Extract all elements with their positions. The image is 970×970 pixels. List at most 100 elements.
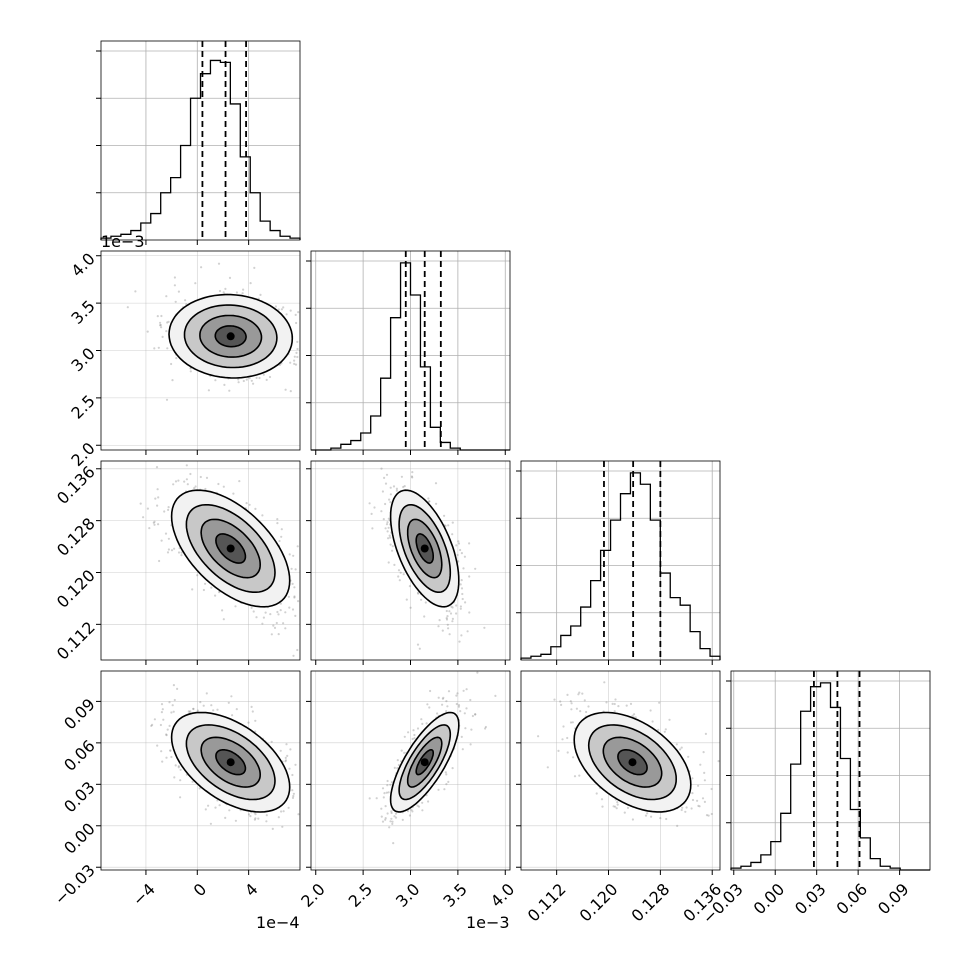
scatter-point	[461, 597, 464, 601]
scatter-point	[392, 842, 395, 845]
scatter-point	[160, 539, 163, 542]
scatter-point	[230, 695, 233, 698]
scatter-point	[284, 756, 287, 760]
scatter-point	[668, 718, 671, 721]
scatter-point	[160, 750, 163, 753]
scatter-point	[174, 480, 178, 483]
scatter-point	[199, 701, 202, 704]
scatter-point	[387, 561, 390, 564]
scatter-point	[616, 801, 619, 804]
density-peak-0-1	[226, 332, 235, 341]
scatter-point	[170, 362, 173, 366]
scatter-point	[276, 610, 279, 614]
scatter-point	[166, 347, 169, 350]
scatter-point	[156, 315, 159, 318]
scatter-point	[180, 551, 183, 554]
scatter-point	[537, 735, 540, 738]
scatter-point	[264, 611, 267, 614]
scatter-point	[384, 502, 387, 506]
x-tick-label-param-1-0: 2.0	[297, 880, 328, 911]
scatter-point	[204, 582, 207, 585]
scatter-point	[253, 818, 256, 821]
scatter-point	[447, 524, 450, 527]
scatter-point	[438, 619, 441, 622]
scatter-point	[293, 362, 296, 365]
scatter-point	[134, 290, 137, 293]
scatter-point	[160, 314, 163, 318]
scatter-point	[177, 765, 180, 768]
scatter-point	[275, 621, 278, 625]
scatter-point	[447, 780, 450, 784]
y-offset-label-param-1: 1e−3	[101, 232, 145, 251]
scatter-point	[293, 359, 296, 362]
scatter-point	[167, 537, 170, 540]
scatter-point	[380, 510, 383, 513]
scatter-point	[156, 504, 159, 507]
scatter-point	[165, 734, 168, 737]
scatter-point	[469, 698, 472, 702]
y-tick-label-param-2-1: 0.120	[53, 566, 99, 612]
scatter-point	[205, 692, 208, 695]
scatter-point	[578, 774, 581, 777]
scatter-point	[224, 287, 227, 290]
scatter-point	[289, 748, 292, 751]
scatter-point	[461, 592, 464, 596]
scatter-point	[681, 806, 684, 809]
scatter-point	[403, 735, 406, 738]
scatter-point	[159, 323, 162, 327]
scatter-point	[468, 611, 471, 614]
scatter-point	[249, 815, 252, 818]
scatter-point	[284, 627, 287, 630]
scatter-point	[457, 542, 461, 545]
scatter-point	[166, 728, 169, 731]
scatter-point	[257, 817, 260, 820]
scatter-point	[429, 689, 432, 693]
scatter-point	[185, 464, 188, 467]
scatter-point	[390, 810, 393, 813]
scatter-point	[293, 355, 296, 358]
scatter-point	[232, 492, 235, 495]
scatter-point	[631, 818, 635, 821]
scatter-point	[189, 370, 192, 373]
scatter-point	[254, 813, 257, 816]
scatter-point	[153, 718, 156, 721]
scatter-point	[710, 787, 713, 791]
scatter-point	[228, 809, 231, 812]
scatter-point	[391, 545, 394, 548]
scatter-point	[222, 618, 225, 621]
scatter-point	[613, 702, 616, 706]
scatter-point	[416, 643, 420, 646]
scatter-point	[451, 620, 454, 623]
scatter-point	[389, 820, 392, 823]
scatter-point	[403, 751, 406, 755]
x-offset-label-param-0: 1e−4	[256, 913, 300, 932]
scatter-point	[449, 612, 453, 615]
scatter-point	[262, 616, 265, 619]
scatter-point	[234, 819, 237, 822]
x-tick-label-param-3-1: 0.00	[750, 880, 789, 919]
scatter-point	[165, 756, 168, 759]
scatter-point	[416, 727, 420, 730]
scatter-point	[368, 502, 371, 505]
scatter-point	[406, 810, 410, 813]
scatter-point	[456, 553, 459, 557]
scatter-point	[710, 812, 713, 816]
scatter-point	[153, 347, 156, 350]
scatter-point	[484, 727, 487, 730]
scatter-point	[250, 379, 253, 382]
scatter-point	[407, 731, 410, 734]
scatter-point	[386, 784, 389, 787]
scatter-point	[248, 377, 251, 380]
scatter-point	[699, 763, 702, 766]
scatter-point	[277, 816, 280, 819]
scatter-point	[474, 713, 477, 716]
scatter-point	[274, 305, 277, 308]
scatter-point	[248, 503, 251, 506]
scatter-point	[434, 482, 438, 485]
scatter-point	[412, 729, 415, 732]
scatter-point	[585, 710, 588, 714]
scatter-point	[441, 697, 444, 700]
scatter-point	[254, 507, 257, 510]
scatter-point	[237, 378, 240, 381]
scatter-point	[386, 530, 389, 533]
